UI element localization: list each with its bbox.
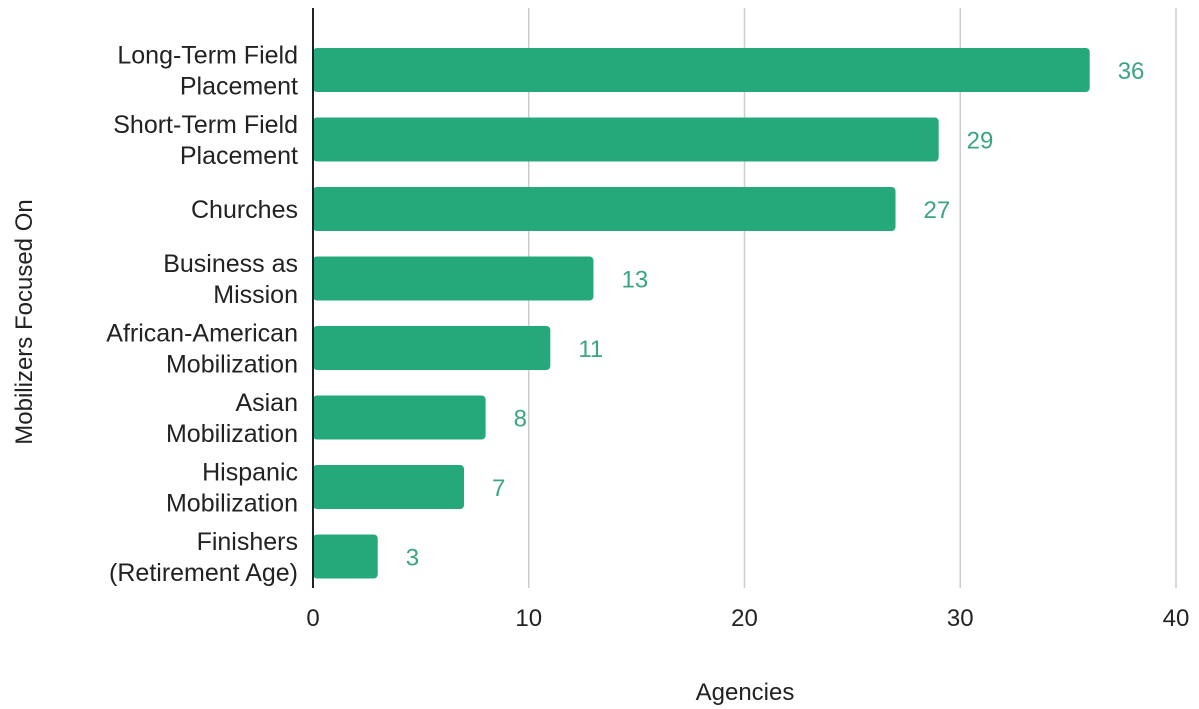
- x-tick-label: 10: [515, 605, 542, 632]
- category-label: Hispanic Mobilization: [166, 459, 298, 518]
- category-label-line: (Retirement Age): [109, 559, 298, 587]
- bar: [313, 395, 486, 440]
- data-labels: 36 29 27 13 11 8 7 3: [406, 58, 1145, 572]
- bar: [313, 465, 465, 509]
- category-label: Churches: [191, 196, 298, 224]
- category-label: Asian Mobilization: [166, 389, 298, 448]
- category-label-line: Churches: [191, 196, 298, 224]
- category-label: Long-Term Field Placement: [117, 42, 298, 101]
- data-label: 7: [492, 475, 505, 502]
- x-tick-label: 20: [731, 605, 758, 632]
- category-label-line: Long-Term Field: [117, 42, 298, 70]
- category-label-line: Hispanic: [202, 459, 298, 487]
- bar: [313, 534, 378, 579]
- bars: [313, 48, 1090, 579]
- category-label-line: Mobilization: [166, 351, 298, 379]
- category-label-line: Mobilization: [166, 420, 298, 448]
- data-label: 36: [1118, 58, 1145, 85]
- category-label-line: Mobilization: [166, 490, 298, 518]
- category-label-line: Finishers: [197, 528, 298, 556]
- data-label: 27: [924, 197, 951, 224]
- x-tick-labels: 0 10 20 30 40: [306, 605, 1189, 632]
- category-label-line: Business as: [163, 250, 298, 278]
- data-label: 29: [967, 128, 994, 155]
- bar: [313, 117, 939, 162]
- x-tick-label: 30: [947, 605, 974, 632]
- x-tick-label: 0: [306, 605, 319, 632]
- category-label-line: Mission: [213, 281, 298, 309]
- category-label-line: Placement: [180, 73, 298, 101]
- category-label-line: African-American: [106, 320, 298, 348]
- bar: [313, 187, 896, 231]
- category-label-line: Asian: [235, 389, 298, 417]
- data-label: 13: [621, 267, 648, 294]
- category-label: Finishers (Retirement Age): [109, 528, 298, 587]
- y-axis-title: Mobilizers Focused On: [11, 199, 38, 444]
- category-label-line: Placement: [180, 142, 298, 170]
- gridlines: [528, 8, 1177, 588]
- data-label: 3: [406, 545, 419, 572]
- bar: [313, 326, 551, 370]
- category-label-line: Short-Term Field: [113, 111, 298, 139]
- bar: [313, 256, 594, 301]
- x-tick-label: 40: [1163, 605, 1190, 632]
- data-label: 8: [514, 406, 527, 433]
- category-label: Business as Mission: [163, 250, 298, 309]
- x-axis-title: Agencies: [696, 679, 795, 706]
- data-label: 11: [578, 336, 603, 363]
- bar: [313, 48, 1090, 92]
- category-label: Short-Term Field Placement: [113, 111, 298, 170]
- category-label: African-American Mobilization: [106, 320, 298, 379]
